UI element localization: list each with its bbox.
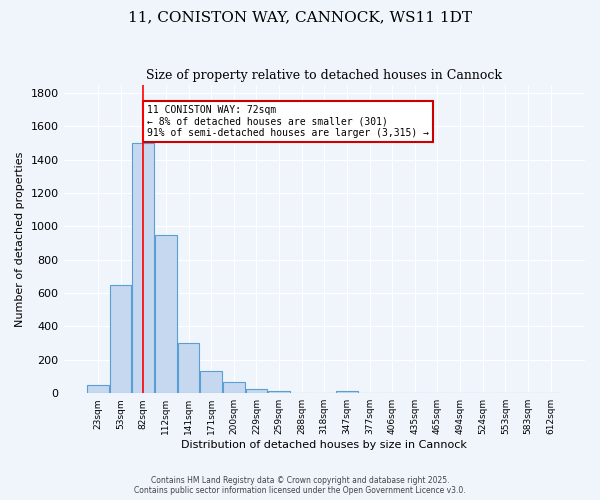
X-axis label: Distribution of detached houses by size in Cannock: Distribution of detached houses by size … <box>181 440 467 450</box>
Bar <box>223 382 245 393</box>
Bar <box>110 285 131 393</box>
Bar <box>336 390 358 393</box>
Bar <box>178 343 199 393</box>
Text: 11, CONISTON WAY, CANNOCK, WS11 1DT: 11, CONISTON WAY, CANNOCK, WS11 1DT <box>128 10 472 24</box>
Title: Size of property relative to detached houses in Cannock: Size of property relative to detached ho… <box>146 69 502 82</box>
Y-axis label: Number of detached properties: Number of detached properties <box>15 151 25 326</box>
Bar <box>200 370 222 393</box>
Bar <box>87 385 109 393</box>
Text: 11 CONISTON WAY: 72sqm
← 8% of detached houses are smaller (301)
91% of semi-det: 11 CONISTON WAY: 72sqm ← 8% of detached … <box>146 104 428 138</box>
Bar <box>133 143 154 393</box>
Bar <box>245 389 267 393</box>
Text: Contains HM Land Registry data © Crown copyright and database right 2025.
Contai: Contains HM Land Registry data © Crown c… <box>134 476 466 495</box>
Bar <box>155 234 176 393</box>
Bar <box>268 390 290 393</box>
